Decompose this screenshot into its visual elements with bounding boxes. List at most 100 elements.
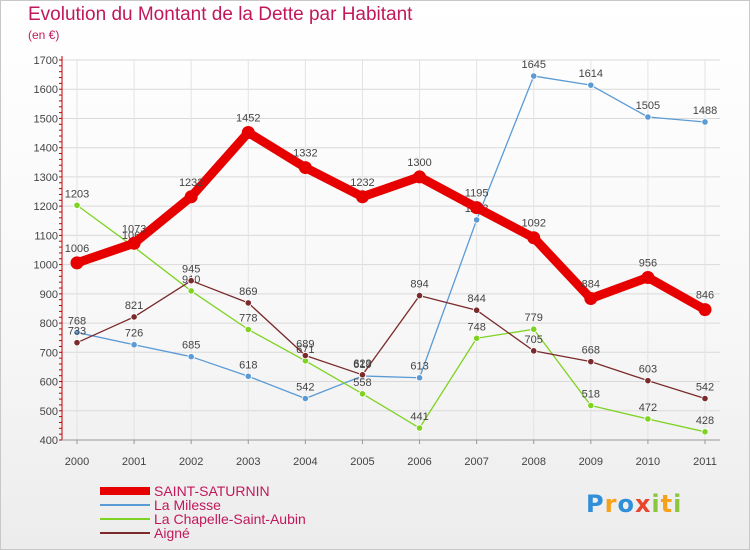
series-2: 12031060910778671558441748779518472428 — [65, 188, 714, 436]
data-label: 428 — [696, 415, 714, 427]
series-line — [76, 280, 706, 400]
x-tick-label: 2000 — [65, 456, 89, 468]
data-label: 1203 — [65, 188, 89, 200]
chart-legend: SAINT-SATURNIN La Milesse La Chapelle-Sain… — [100, 483, 400, 541]
series-line — [76, 75, 706, 400]
series-1: 7687266856185426196131153164516141505148… — [68, 59, 717, 403]
data-label: 668 — [582, 345, 600, 357]
data-point — [584, 292, 598, 306]
data-point — [470, 201, 484, 215]
data-label: 844 — [467, 293, 485, 305]
data-label: 603 — [639, 364, 657, 376]
data-label: 748 — [467, 321, 485, 333]
data-point — [241, 125, 255, 139]
data-point — [355, 190, 369, 204]
data-label: 542 — [696, 381, 714, 393]
data-label: 689 — [296, 339, 314, 351]
data-point — [530, 325, 538, 333]
x-tick-label: 2009 — [579, 456, 603, 468]
y-tick-label: 1300 — [34, 172, 58, 184]
data-point — [587, 81, 595, 89]
data-label: 821 — [125, 300, 143, 312]
data-point — [301, 394, 309, 403]
y-tick-label: 800 — [40, 318, 58, 330]
data-point — [244, 299, 252, 307]
data-label: 685 — [182, 340, 200, 352]
data-point — [73, 339, 81, 347]
data-point — [641, 270, 655, 284]
series-line — [72, 127, 710, 315]
logo-letter: P — [586, 490, 605, 518]
y-tick-label: 1500 — [34, 113, 58, 125]
data-point — [644, 377, 652, 385]
y-tick-label: 1200 — [34, 201, 58, 213]
data-point — [587, 358, 595, 366]
data-label: 1232 — [350, 177, 374, 189]
series-3: 733 821 945 869 689 623 894 844 705 668 603 542 — [68, 264, 714, 403]
legend-swatch — [100, 504, 150, 506]
chart-title: Evolution du Montant de la Dette par Hab… — [28, 4, 413, 25]
x-tick-label: 2007 — [464, 456, 488, 468]
logo-letter: i — [651, 490, 661, 518]
legend-item: SAINT-SATURNIN — [100, 483, 400, 499]
logo-letter: x — [634, 490, 652, 518]
y-tick-label: 700 — [40, 347, 58, 359]
data-label: 884 — [582, 279, 600, 291]
data-point — [187, 353, 195, 361]
x-tick-label: 2010 — [636, 456, 660, 468]
data-point — [473, 334, 481, 342]
legend-label: SAINT-SATURNIN — [154, 483, 270, 499]
y-tick-label: 1700 — [34, 55, 58, 67]
data-label: 518 — [582, 389, 600, 401]
data-label: 1006 — [65, 243, 89, 255]
data-label: 869 — [239, 286, 257, 298]
data-point — [244, 372, 252, 380]
chart-subtitle: (en €) — [28, 28, 60, 42]
data-label: 956 — [639, 257, 657, 269]
x-tick-label: 2005 — [350, 456, 374, 468]
data-label: 558 — [353, 377, 371, 389]
data-point — [415, 291, 424, 300]
data-label: 894 — [410, 279, 428, 291]
legend-swatch — [100, 518, 150, 520]
legend-label: La Milesse — [154, 497, 221, 513]
logo-letter: i — [673, 490, 683, 518]
data-point — [701, 428, 709, 436]
y-tick-label: 900 — [40, 289, 58, 301]
y-tick-label: 1600 — [34, 84, 58, 96]
data-point — [73, 201, 81, 209]
data-point — [527, 231, 541, 245]
data-label: 1332 — [293, 148, 317, 160]
data-label: 623 — [353, 358, 371, 370]
data-label: 778 — [239, 313, 257, 325]
legend-label: La Chapelle-Saint-Aubin — [154, 511, 306, 527]
data-point — [701, 118, 709, 126]
data-label: 1300 — [407, 157, 431, 169]
x-tick-label: 2002 — [179, 456, 203, 468]
y-tick-label: 1100 — [34, 230, 58, 242]
grid — [62, 59, 720, 441]
data-label: 1645 — [521, 59, 545, 71]
data-point — [184, 190, 198, 204]
data-label: 1488 — [693, 105, 717, 117]
data-point — [358, 371, 367, 379]
y-tick-label: 500 — [40, 406, 58, 418]
series-line — [76, 204, 706, 433]
data-point — [70, 256, 84, 270]
data-point — [130, 313, 138, 321]
legend-swatch — [100, 532, 150, 534]
legend-item: La Chapelle-Saint-Aubin — [100, 511, 400, 527]
x-tick-label: 2001 — [122, 456, 146, 468]
x-tick-label: 2008 — [521, 456, 545, 468]
data-point — [644, 113, 652, 121]
data-point — [301, 351, 309, 360]
legend-label: Aigné — [154, 525, 190, 541]
data-point — [187, 277, 195, 285]
data-point — [73, 328, 81, 337]
data-point — [244, 325, 252, 334]
logo-letter: t — [660, 490, 674, 518]
data-label: 779 — [525, 312, 543, 324]
data-point — [473, 306, 481, 314]
